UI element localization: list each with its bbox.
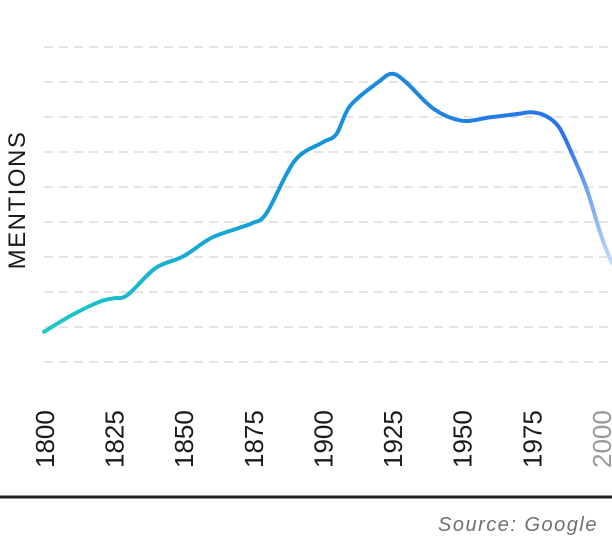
x-tick-label: 1825 (100, 410, 130, 468)
x-tick-label: 1975 (517, 410, 547, 468)
x-tick-label: 1800 (30, 410, 60, 468)
x-tick-label: 1850 (169, 410, 199, 468)
x-axis-ticks: 1800 1825 1850 1875 1900 1925 1950 1975 2000 (30, 410, 612, 468)
x-tick-label: 1900 (308, 410, 338, 468)
mentions-series-line (42, 71, 612, 334)
x-tick-label: 1875 (239, 410, 269, 468)
source-note: Source: Google (438, 514, 598, 536)
x-tick-label: 2000 (587, 410, 612, 468)
x-tick-label: 1925 (378, 410, 408, 468)
x-tick-label: 1950 (448, 410, 478, 468)
gridlines (44, 46, 612, 363)
